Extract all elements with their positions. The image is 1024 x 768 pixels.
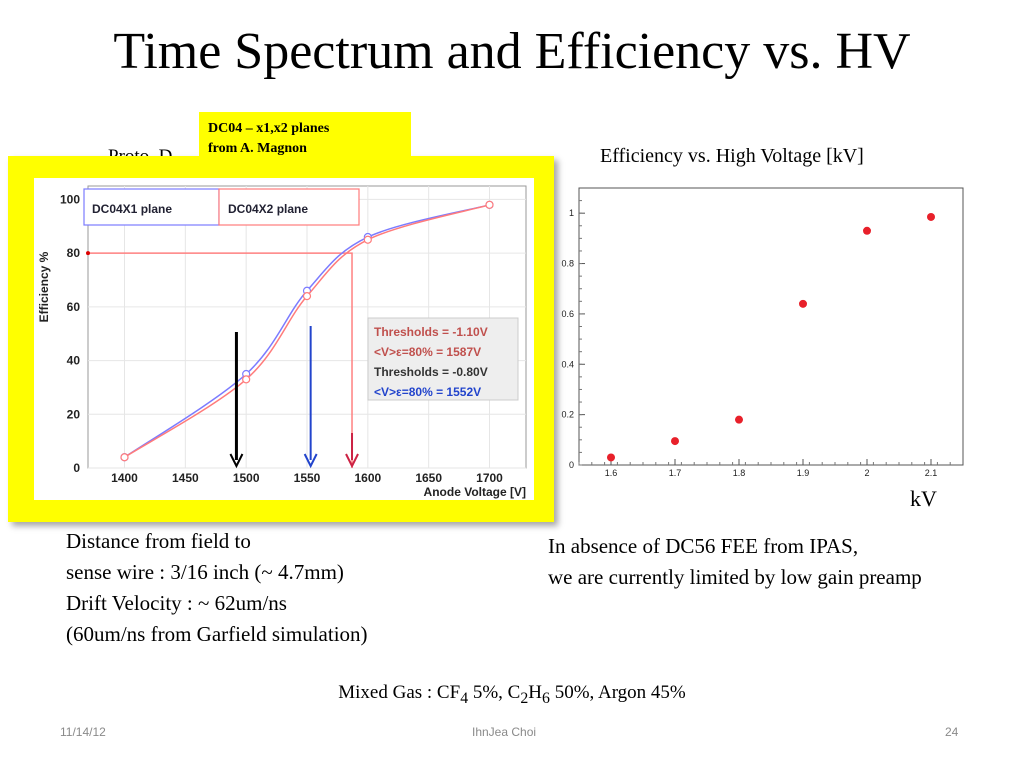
drift-note-line: (60um/ns from Garfield simulation) bbox=[66, 622, 368, 646]
y-axis-label: Efficiency % bbox=[37, 251, 51, 322]
drift-notes: Distance from field to sense wire : 3/16… bbox=[66, 526, 368, 650]
y-tick-label: 40 bbox=[67, 354, 81, 368]
gas-subscript: 2 bbox=[520, 689, 529, 707]
voltage-arrowhead bbox=[303, 453, 318, 469]
right-chart-title: Efficiency vs. High Voltage [kV] bbox=[600, 145, 864, 167]
gas-subscript: 6 bbox=[542, 689, 550, 707]
y-tick-label: 60 bbox=[67, 300, 81, 314]
x-tick-label: 1700 bbox=[476, 471, 503, 485]
right-chart-xlabel: kV bbox=[910, 486, 937, 511]
gas-text: 50%, Argon 45% bbox=[549, 682, 686, 703]
x-tick-label: 2 bbox=[864, 468, 869, 478]
data-point bbox=[120, 453, 129, 462]
x-tick-label: 1.7 bbox=[669, 468, 682, 478]
footer-date: 11/14/12 bbox=[60, 725, 106, 739]
gas-text: 5%, C bbox=[468, 682, 521, 703]
footer-author: IhnJea Choi bbox=[472, 725, 537, 739]
drift-note-line: sense wire : 3/16 inch (~ 4.7mm) bbox=[66, 560, 344, 584]
legend-box-x2 bbox=[218, 188, 360, 226]
gas-text: H bbox=[528, 682, 543, 703]
gas-text: Mixed Gas : CF bbox=[338, 682, 461, 703]
y-tick-label: 80 bbox=[67, 246, 81, 260]
data-point bbox=[671, 437, 679, 446]
y-tick-label: 0.2 bbox=[561, 410, 574, 420]
data-point bbox=[863, 226, 871, 235]
efficiency-hv-plot: 0 0.2 0.4 0.6 0.8 1 1.6 1.7 1.8 1.9 2 2.1 bbox=[555, 180, 975, 490]
x-tick-label: 2.1 bbox=[925, 468, 938, 478]
legend-label-x1: DC04X1 plane bbox=[92, 202, 172, 216]
y-tick-label: 1 bbox=[569, 208, 574, 218]
slide-title: Time Spectrum and Efficiency vs. HV bbox=[113, 23, 911, 80]
y-tick-label: 0 bbox=[73, 461, 80, 475]
data-point bbox=[302, 292, 312, 301]
threshold-marker bbox=[86, 251, 90, 256]
data-point bbox=[242, 375, 251, 384]
voltage-arrowhead bbox=[345, 453, 359, 469]
fee-note-line: In absence of DC56 FEE from IPAS, bbox=[548, 534, 859, 558]
data-point bbox=[363, 235, 372, 244]
data-point bbox=[607, 453, 615, 462]
data-point bbox=[485, 200, 494, 209]
x-tick-label: 1500 bbox=[233, 471, 260, 485]
x-axis-label: Anode Voltage [V] bbox=[424, 485, 526, 499]
y-tick-label: 0.6 bbox=[561, 309, 574, 319]
gas-mixture: Mixed Gas : CF4 5%, C2H6 50%, Argon 45% bbox=[0, 682, 1024, 708]
x-tick-label: 1400 bbox=[111, 471, 138, 485]
fee-note-line: we are currently limited by low gain pre… bbox=[548, 565, 922, 589]
source-note-line1: DC04 – x1,x2 planes bbox=[208, 121, 330, 136]
efficiency-anode-plot: 0 20 40 60 80 100 1400 1450 1500 1550 1600 1650 1700… bbox=[34, 178, 534, 500]
x-tick-label: 1.8 bbox=[733, 468, 746, 478]
y-tick-label: 0 bbox=[569, 460, 574, 470]
threshold-annotation-text: Thresholds = -0.80V bbox=[374, 365, 488, 379]
drift-note-line: Drift Velocity : ~ 62um/ns bbox=[66, 591, 287, 615]
legend-label-x2: DC04X2 plane bbox=[228, 202, 308, 216]
voltage-arrowhead bbox=[229, 453, 244, 469]
footer-page-number: 24 bbox=[945, 725, 959, 739]
efficiency-anode-chart: 0 20 40 60 80 100 1400 1450 1500 1550 1600 1650 1700… bbox=[37, 185, 527, 499]
x-tick-label: 1.9 bbox=[797, 468, 810, 478]
y-tick-label: 0.4 bbox=[561, 359, 574, 369]
source-note: DC04 – x1,x2 planes from A. Magnon bbox=[199, 112, 411, 164]
source-note-line2: from A. Magnon bbox=[208, 141, 307, 156]
y-tick-label: 20 bbox=[67, 407, 81, 421]
threshold-annotation-box bbox=[367, 317, 519, 401]
threshold-annotation-text: <V>ε=80% = 1552V bbox=[374, 385, 481, 399]
data-point bbox=[735, 415, 743, 424]
x-tick-label: 1650 bbox=[415, 471, 442, 485]
x-tick-label: 1600 bbox=[354, 471, 381, 485]
threshold-annotation-text: <V>ε=80% = 1587V bbox=[374, 345, 481, 359]
data-point bbox=[799, 299, 807, 308]
plot-area bbox=[578, 187, 964, 466]
x-tick-label: 1450 bbox=[172, 471, 199, 485]
threshold-80-line bbox=[88, 252, 353, 468]
data-point bbox=[927, 212, 935, 221]
threshold-annotation-text: Thresholds = -1.10V bbox=[374, 325, 488, 339]
fee-notes: In absence of DC56 FEE from IPAS, we are… bbox=[548, 531, 922, 593]
x-tick-label: 1.6 bbox=[605, 468, 618, 478]
drift-note-line: Distance from field to bbox=[66, 529, 251, 553]
x-tick-label: 1550 bbox=[294, 471, 321, 485]
gas-subscript: 4 bbox=[460, 689, 469, 707]
y-tick-label: 0.8 bbox=[561, 259, 574, 269]
y-tick-label: 100 bbox=[60, 192, 80, 206]
efficiency-hv-chart: 0 0.2 0.4 0.6 0.8 1 1.6 1.7 1.8 1.9 2 2.1 bbox=[561, 187, 964, 478]
